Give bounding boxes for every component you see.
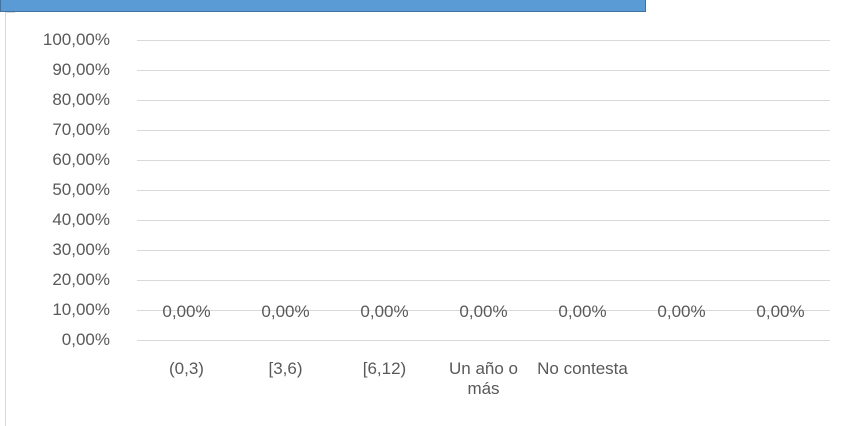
y-tick-label: 70,00%	[52, 120, 110, 139]
y-tick-label: 20,00%	[52, 270, 110, 289]
y-tick-label: 60,00%	[52, 150, 110, 169]
grid-line	[137, 100, 830, 101]
data-label: 0,00%	[459, 302, 508, 321]
y-tick-label: 10,00%	[52, 300, 110, 319]
y-tick-label: 50,00%	[52, 180, 110, 199]
chart-frame	[5, 12, 6, 426]
data-label: 0,00%	[360, 302, 409, 321]
grid-line	[137, 280, 830, 281]
grid-line	[137, 340, 830, 341]
y-tick-label: 30,00%	[52, 240, 110, 259]
y-tick-label: 100,00%	[42, 30, 110, 49]
data-label: 0,00%	[756, 302, 805, 321]
y-tick-label: 40,00%	[52, 210, 110, 229]
header-bar	[0, 0, 646, 12]
grid-line	[137, 310, 830, 311]
grid-line	[137, 70, 830, 71]
y-tick-label: 90,00%	[52, 60, 110, 79]
x-tick-label: No contesta	[537, 359, 628, 378]
y-tick-label: 0,00%	[61, 330, 110, 349]
data-label: 0,00%	[162, 302, 211, 321]
grid-line	[137, 40, 830, 41]
data-label: 0,00%	[261, 302, 310, 321]
grid-line	[137, 160, 830, 161]
grid-line	[137, 190, 830, 191]
grid-line	[137, 220, 830, 221]
x-tick-label: [3,6)	[268, 359, 303, 378]
data-label: 0,00%	[558, 302, 607, 321]
x-tick-label: Un año o más	[449, 359, 518, 398]
grid-line	[137, 130, 830, 131]
grid-line	[137, 250, 830, 251]
data-label: 0,00%	[657, 302, 706, 321]
x-tick-label: (0,3)	[169, 359, 204, 378]
y-tick-label: 80,00%	[52, 90, 110, 109]
x-tick-label: [6,12)	[362, 359, 407, 378]
chart-frame-top	[5, 12, 15, 13]
